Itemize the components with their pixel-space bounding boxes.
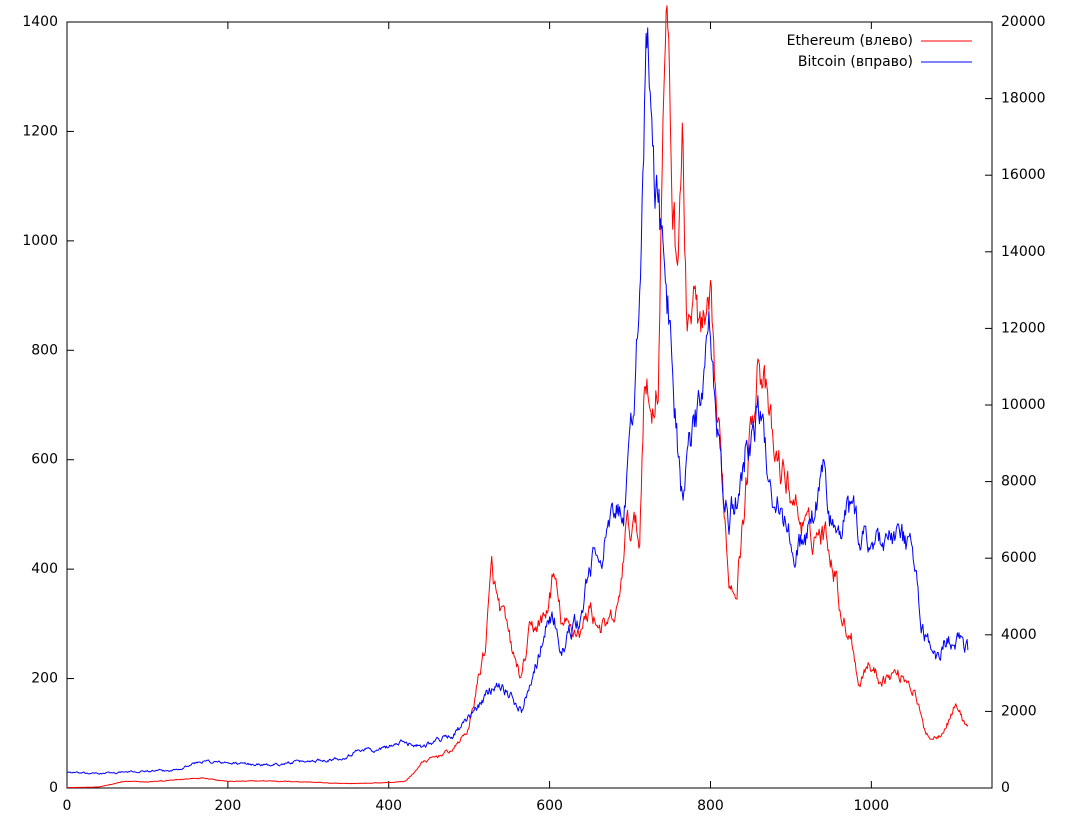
series-line bbox=[67, 27, 969, 775]
y-tick-label: 0 bbox=[49, 780, 58, 796]
y2-tick-label: 10000 bbox=[1001, 397, 1046, 413]
y2-tick-label: 2000 bbox=[1001, 703, 1037, 719]
x-tick-label: 600 bbox=[536, 798, 563, 814]
legend-label: Ethereum (влево) bbox=[787, 33, 913, 49]
y-tick-label: 600 bbox=[31, 452, 58, 468]
legend: Ethereum (влево) Bitcoin (вправо) bbox=[787, 33, 972, 70]
y2-tick-label: 20000 bbox=[1001, 14, 1046, 30]
series-layer bbox=[67, 5, 969, 788]
y2-tick-label: 18000 bbox=[1001, 91, 1046, 107]
x-tick-label: 400 bbox=[375, 798, 402, 814]
y-tick-label: 1400 bbox=[22, 14, 58, 30]
y2-tick-label: 0 bbox=[1001, 780, 1010, 796]
x-tick-label: 0 bbox=[63, 798, 72, 814]
series-line bbox=[67, 5, 969, 788]
y2-tick-label: 6000 bbox=[1001, 550, 1037, 566]
y-tick-label: 200 bbox=[31, 671, 58, 687]
y2-tick-label: 16000 bbox=[1001, 167, 1046, 183]
y2-tick-label: 12000 bbox=[1001, 320, 1046, 336]
y-tick-label: 1000 bbox=[22, 233, 58, 249]
y-tick-label: 800 bbox=[31, 342, 58, 358]
x-tick-label: 200 bbox=[215, 798, 242, 814]
y2-tick-label: 4000 bbox=[1001, 627, 1037, 643]
y-tick-label: 400 bbox=[31, 561, 58, 577]
y2-tick-label: 14000 bbox=[1001, 244, 1046, 260]
x-tick-label: 800 bbox=[697, 798, 724, 814]
plot-frame bbox=[66, 21, 993, 789]
y-tick-label: 1200 bbox=[22, 123, 58, 139]
axis-ticks: 0 200 400 600 800 100002004006008001000120014… bbox=[22, 14, 1045, 814]
legend-label: Bitcoin (вправо) bbox=[798, 54, 913, 70]
x-tick-label: 1000 bbox=[854, 798, 890, 814]
y2-tick-label: 8000 bbox=[1001, 474, 1037, 490]
